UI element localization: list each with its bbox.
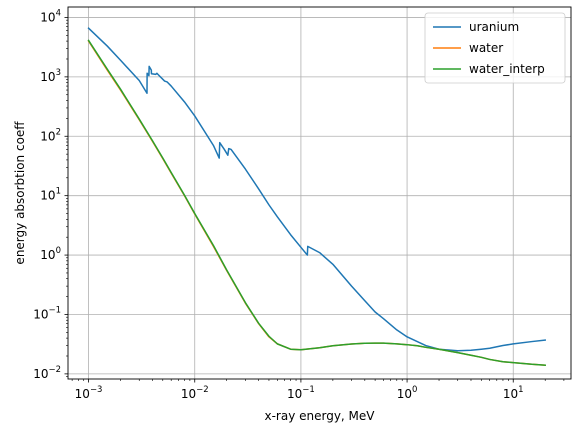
y-tick-label: 100 xyxy=(40,246,61,262)
legend-label-water-interp: water_interp xyxy=(469,62,545,76)
legend-box xyxy=(424,12,566,84)
series-line-water-interp xyxy=(87,39,546,366)
y-axis-label: energy absorbtion coeff xyxy=(13,121,27,265)
x-tick-label: 100 xyxy=(397,385,418,401)
x-tick-label: 101 xyxy=(503,385,524,401)
y-axis-ticks: 10−2 10−1 100 101 102 103 104 xyxy=(33,8,68,381)
x-tick-label: 10−3 xyxy=(75,385,103,401)
legend-label-water: water xyxy=(469,41,503,55)
x-tick-label: 10−1 xyxy=(287,385,315,401)
y-tick-label: 10−2 xyxy=(33,365,61,381)
x-tick-label: 10−2 xyxy=(181,385,209,401)
y-tick-label: 101 xyxy=(40,187,61,203)
y-tick-label: 103 xyxy=(40,68,61,84)
y-tick-label: 102 xyxy=(40,127,61,143)
legend-label-uranium: uranium xyxy=(469,20,519,34)
series-layer xyxy=(87,27,547,366)
plot-frame xyxy=(67,6,572,380)
y-tick-label: 10−1 xyxy=(33,305,61,321)
x-axis-ticks: 10−3 10−2 10−1 100 101 xyxy=(71,379,565,401)
y-tick-label: 104 xyxy=(40,8,61,24)
x-axis-label: x-ray energy, MeV xyxy=(264,409,375,423)
legend: uranium water water_interp xyxy=(424,12,566,84)
